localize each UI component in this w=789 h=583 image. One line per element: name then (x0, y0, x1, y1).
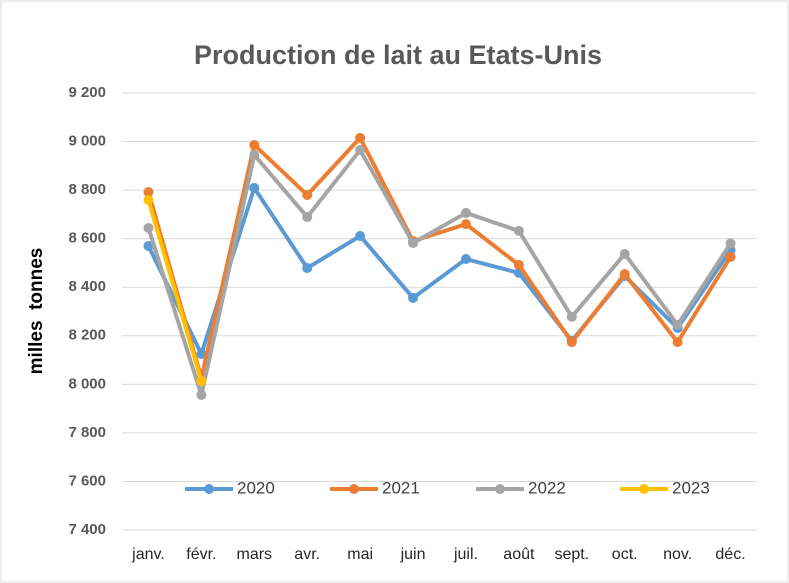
y-tick-label: 9 000 (68, 133, 106, 150)
x-tick-label: oct. (612, 546, 638, 563)
legend-label: 2022 (528, 478, 566, 497)
y-tick-label: 9 200 (68, 84, 106, 101)
data-point (408, 292, 419, 303)
x-tick-label: déc. (715, 546, 745, 563)
legend-label: 2020 (237, 478, 275, 497)
y-tick-label: 8 600 (68, 230, 106, 247)
data-point (302, 263, 313, 274)
x-tick-label: sept. (554, 546, 589, 563)
legend-label: 2023 (672, 478, 710, 497)
data-point (355, 132, 366, 143)
data-point (249, 149, 260, 160)
y-tick-label: 8 800 (68, 181, 106, 198)
x-tick-label: mai (347, 546, 373, 563)
chart-title: Production de lait au Etats-Unis (194, 40, 602, 70)
data-point (249, 182, 260, 193)
data-point (196, 390, 207, 401)
series-line (146, 199, 204, 382)
data-point (302, 189, 313, 200)
data-point (513, 225, 524, 236)
data-point (143, 195, 154, 206)
x-tick-label: janv. (131, 546, 165, 563)
data-point (566, 337, 577, 348)
data-point (143, 187, 154, 198)
data-point (249, 139, 260, 150)
data-point (460, 254, 471, 265)
data-point (355, 145, 366, 156)
data-point (143, 222, 154, 233)
y-tick-label: 8 000 (68, 375, 106, 392)
data-point (196, 375, 207, 386)
y-tick-label: 7 800 (68, 424, 106, 441)
x-tick-label: févr. (186, 546, 216, 563)
legend-label: 2021 (382, 478, 420, 497)
data-point (460, 219, 471, 230)
y-tick-label: 7 400 (68, 521, 106, 538)
legend-marker (204, 484, 214, 494)
data-point (725, 251, 736, 262)
legend-marker (639, 484, 649, 494)
data-point (566, 311, 577, 322)
data-point (355, 230, 366, 241)
x-tick-label: juil. (453, 546, 478, 563)
data-point (143, 240, 154, 251)
series-line (146, 135, 733, 381)
legend-marker (349, 484, 359, 494)
y-axis-label: milles tonnes (26, 248, 47, 375)
data-point (619, 248, 630, 259)
data-point (196, 348, 207, 359)
y-tick-label: 8 400 (68, 278, 106, 295)
data-point (302, 212, 313, 223)
series-line (146, 148, 733, 398)
data-point (672, 319, 683, 330)
legend-marker (495, 484, 505, 494)
x-tick-label: nov. (663, 546, 692, 563)
data-point (460, 207, 471, 218)
y-tick-label: 7 600 (68, 472, 106, 489)
x-tick-label: mars (237, 546, 273, 563)
data-point (513, 259, 524, 270)
data-point (619, 269, 630, 280)
data-point (408, 238, 419, 249)
y-tick-label: 8 200 (68, 327, 106, 344)
data-point (725, 238, 736, 249)
x-tick-label: août (503, 546, 535, 563)
x-tick-label: juin (400, 546, 426, 563)
x-tick-label: avr. (294, 546, 320, 563)
data-point (672, 337, 683, 348)
